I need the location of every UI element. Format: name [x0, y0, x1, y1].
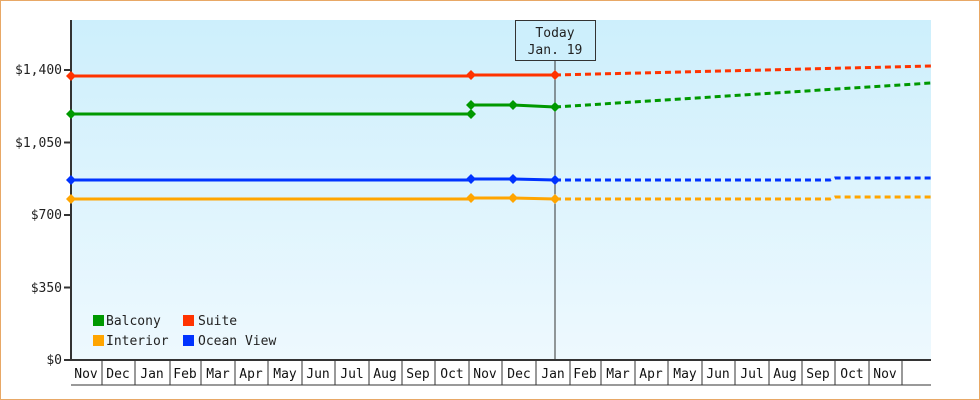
- y-tick-label: $1,050: [15, 136, 62, 151]
- x-tick-label: Jan: [541, 367, 564, 382]
- y-tick-label: $1,400: [15, 63, 62, 78]
- data-point[interactable]: [66, 71, 76, 81]
- x-month-labels: Nov Dec Jan Feb Mar Apr May Jun Jul Aug …: [74, 367, 897, 382]
- series-suite: [66, 64, 932, 81]
- x-tick-label: May: [673, 367, 697, 382]
- legend-label: Ocean View: [198, 334, 276, 349]
- x-tick-label: Jun: [306, 367, 329, 382]
- legend-item-ocean-view[interactable]: Ocean View: [183, 334, 276, 349]
- x-tick-label: Jan: [140, 367, 163, 382]
- x-tick-label: Oct: [840, 367, 863, 382]
- data-point[interactable]: [508, 174, 518, 184]
- x-tick-label: Aug: [373, 367, 396, 382]
- legend-item-interior[interactable]: Interior: [93, 334, 169, 349]
- y-axis: $0 $350 $700 $1,050 $1,400: [15, 20, 72, 368]
- x-tick-label: Mar: [206, 367, 230, 382]
- today-date-label: Jan. 19: [528, 43, 583, 58]
- legend-item-balcony[interactable]: Balcony: [93, 314, 161, 329]
- series-ocean-view: [66, 174, 931, 185]
- suite-swatch-icon: [183, 315, 194, 326]
- data-point[interactable]: [466, 174, 476, 184]
- y-tick-label: $0: [46, 353, 62, 368]
- data-point[interactable]: [466, 100, 476, 110]
- y-tick-label: $700: [31, 208, 62, 223]
- legend-label: Balcony: [106, 314, 161, 329]
- data-point[interactable]: [466, 70, 476, 80]
- interior-swatch-icon: [93, 335, 104, 346]
- x-tick-label: May: [273, 367, 297, 382]
- data-point[interactable]: [550, 175, 560, 185]
- plot-area: [71, 20, 931, 360]
- y-tick-label: $350: [31, 281, 62, 296]
- x-tick-label: Sep: [806, 367, 830, 382]
- x-tick-label: Jul: [340, 367, 363, 382]
- x-tick-label: Apr: [639, 367, 663, 382]
- x-tick-label: Dec: [507, 367, 530, 382]
- data-point[interactable]: [508, 100, 518, 110]
- x-tick-label: Nov: [473, 367, 497, 382]
- legend-label: Suite: [198, 314, 237, 329]
- x-tick-label: Nov: [873, 367, 897, 382]
- data-point[interactable]: [508, 193, 518, 203]
- x-tick-label: Feb: [173, 367, 197, 382]
- series-interior: [66, 193, 931, 204]
- data-point[interactable]: [466, 109, 476, 119]
- legend-item-suite[interactable]: Suite: [183, 314, 237, 329]
- today-marker: Today Jan. 19: [515, 20, 596, 360]
- x-axis: [71, 359, 931, 386]
- data-point[interactable]: [550, 102, 560, 112]
- data-point[interactable]: [66, 109, 76, 119]
- x-tick-label: Mar: [606, 367, 630, 382]
- x-tick-label: Jul: [740, 367, 763, 382]
- x-tick-label: Nov: [74, 367, 98, 382]
- today-label: Today: [535, 26, 574, 41]
- legend-label: Interior: [106, 334, 169, 349]
- x-tick-label: Oct: [440, 367, 463, 382]
- x-tick-label: Apr: [239, 367, 263, 382]
- legend: Balcony Suite Interior Ocean View: [93, 314, 276, 349]
- ocean-view-swatch-icon: [183, 335, 194, 346]
- x-tick-label: Sep: [406, 367, 430, 382]
- series-balcony: [66, 81, 932, 119]
- data-point[interactable]: [66, 194, 76, 204]
- balcony-swatch-icon: [93, 315, 104, 326]
- x-tick-label: Dec: [106, 367, 129, 382]
- x-tick-label: Aug: [773, 367, 796, 382]
- data-point[interactable]: [466, 193, 476, 203]
- data-point[interactable]: [550, 70, 560, 80]
- data-point[interactable]: [550, 194, 560, 204]
- x-tick-label: Feb: [573, 367, 597, 382]
- x-tick-label: Jun: [706, 367, 729, 382]
- data-point[interactable]: [66, 175, 76, 185]
